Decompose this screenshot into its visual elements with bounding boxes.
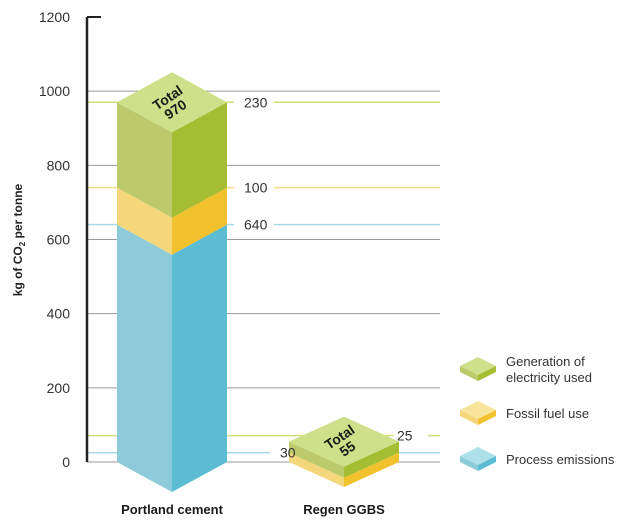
bar-segment-fossil-fuel-use: [117, 187, 172, 255]
legend-item-fossil-fuel-use: Fossil fuel use: [460, 401, 589, 425]
bar-top: [289, 416, 399, 467]
bar-regen-ggbs: [289, 416, 399, 487]
legend-label: Fossil fuel use: [506, 406, 589, 421]
bar-segment-generation-of-electricity-used: [117, 102, 172, 218]
x-category-label: Regen GGBS: [303, 502, 385, 517]
label-backdrop: [234, 94, 274, 111]
y-axis: 0 200 400 600 800 1000 1200 kg of CO2 per tonne: [11, 9, 101, 470]
bar-segment-fossil-fuel-use-side: [344, 452, 399, 487]
segment-value-label: 640: [244, 217, 268, 233]
legend-label: electricity used: [506, 370, 592, 385]
segment-value-label: 25: [397, 428, 413, 444]
segment-value-label: 100: [244, 180, 268, 196]
y-tick-label: 0: [62, 454, 70, 470]
bar-segment-generation-of-electricity-used: [289, 441, 344, 478]
label-backdrop: [234, 216, 274, 233]
legend-swatch-side: [478, 456, 496, 471]
label-backdrop: [394, 427, 428, 444]
bar-top: [117, 72, 227, 133]
y-tick-label: 400: [47, 306, 71, 322]
legend-swatch-side: [478, 410, 496, 425]
segment-value-label: 30: [280, 445, 296, 461]
y-tick-label: 200: [47, 380, 71, 396]
x-category-label: Portland cement: [121, 502, 224, 517]
bar-segment-fossil-fuel-use-side: [172, 187, 227, 255]
y-axis-label: kg of CO2 per tonne: [11, 183, 27, 296]
legend-swatch-front: [460, 366, 478, 381]
label-backdrop: [234, 179, 274, 196]
legend-swatch-front: [460, 410, 478, 425]
bar-segment-process-emissions: [117, 224, 172, 492]
bar-segment-generation-of-electricity-used-side: [172, 102, 227, 218]
y-tick-label: 1200: [39, 9, 70, 25]
segment-value-label: 230: [244, 94, 268, 110]
legend-item-process-emissions: Process emissions: [460, 447, 615, 471]
legend-swatch-side: [478, 366, 496, 381]
bar-segment-generation-of-electricity-used-side: [344, 441, 399, 478]
y-tick-label: 1000: [39, 83, 70, 99]
legend-label: Generation of: [506, 354, 585, 369]
bar-segment-fossil-fuel-use: [289, 452, 344, 487]
bar-portland-cement: [117, 72, 227, 492]
y-tick-label: 600: [47, 232, 71, 248]
bars: [117, 72, 399, 492]
legend-label: Process emissions: [506, 452, 615, 467]
y-tick-label: 800: [47, 157, 71, 173]
bar-segment-process-emissions-side: [172, 224, 227, 492]
legend-swatch-front: [460, 456, 478, 471]
